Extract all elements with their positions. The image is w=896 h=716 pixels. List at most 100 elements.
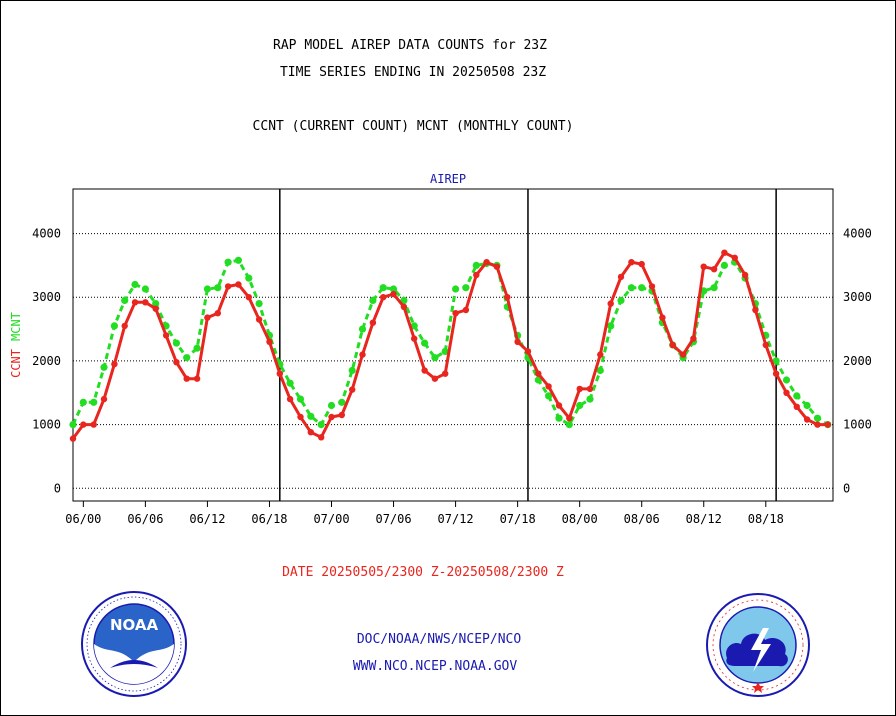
data-point-mcnt [389,285,398,293]
x-tick-label: 08/12 [686,512,722,526]
data-point-ccnt [183,375,190,382]
data-point-ccnt [576,385,583,393]
data-point-mcnt [586,395,594,403]
data-point-ccnt [162,332,170,339]
data-point-mcnt [286,379,294,387]
data-point-ccnt [700,263,707,270]
data-point-ccnt [297,413,304,421]
data-point-ccnt [152,305,159,312]
data-point-ccnt [442,370,449,377]
noaa-logo: NOAA [81,591,187,697]
data-point-mcnt [90,398,98,406]
data-point-ccnt [462,306,470,314]
data-point-ccnt [648,283,656,290]
data-point-mcnt [431,354,439,362]
data-point-ccnt [710,266,718,273]
data-point-ccnt [721,249,728,256]
data-point-ccnt [638,260,645,268]
data-point-mcnt [803,401,811,410]
data-point-mcnt [121,296,129,304]
data-point-mcnt [152,300,160,308]
y-axis-label-mcnt: MCNT [9,312,23,341]
data-point-mcnt [421,339,429,347]
data-point-ccnt [535,370,542,377]
data-point-ccnt [359,351,366,358]
data-point-mcnt [720,261,729,269]
data-point-ccnt [483,259,490,266]
data-point-ccnt [586,385,594,393]
data-point-ccnt [349,386,356,393]
data-point-mcnt [441,347,449,355]
data-point-ccnt [380,294,387,301]
data-point-ccnt [607,300,614,307]
data-point-ccnt [390,290,397,298]
data-point-ccnt [762,341,769,349]
data-point-ccnt [803,416,811,423]
y-tick-label-left: 0 [54,481,61,495]
series-description: CCNT (CURRENT COUNT) MCNT (MONTHLY COUNT… [252,119,574,134]
data-point-ccnt [741,271,749,279]
data-point-ccnt [369,319,377,326]
y-tick-label-left: 2000 [32,354,61,368]
x-tick-label: 06/06 [127,512,163,526]
data-point-mcnt [607,322,615,330]
data-point-ccnt [173,359,180,366]
data-point-ccnt [69,435,77,442]
x-tick-label: 08/00 [562,512,598,526]
data-point-mcnt [772,357,780,365]
data-point-mcnt [100,363,108,371]
data-point-mcnt [327,401,336,410]
x-tick-label: 07/18 [500,512,536,526]
data-point-ccnt [431,375,439,382]
data-point-mcnt [172,339,180,347]
data-point-mcnt [296,395,305,403]
data-point-ccnt [824,421,831,428]
data-point-ccnt [566,415,573,422]
data-point-ccnt [276,370,283,377]
y-tick-label-right: 2000 [843,354,872,368]
data-point-mcnt [710,284,718,292]
data-point-ccnt [452,310,459,317]
y-tick-label-right: 0 [843,481,850,495]
data-point-mcnt [576,401,584,410]
data-point-ccnt [690,335,697,342]
series-line-ccnt [71,251,828,440]
data-point-mcnt [545,392,553,400]
nws-logo [706,593,810,697]
data-point-mcnt [638,284,646,292]
data-point-mcnt [224,258,232,266]
data-point-mcnt [782,376,791,384]
y-tick-label-right: 1000 [843,418,872,432]
data-point-ccnt [514,338,521,345]
data-point-mcnt [214,284,222,292]
data-point-mcnt [255,300,263,308]
y-tick-label-right: 4000 [843,227,872,241]
data-point-mcnt [338,398,346,406]
data-point-ccnt [411,335,418,342]
data-point-ccnt [400,303,408,310]
x-tick-label: 07/00 [313,512,349,526]
data-point-ccnt [597,351,604,358]
x-tick-label: 07/12 [438,512,474,526]
data-point-ccnt [100,395,108,403]
chart-title: RAP MODEL AIREP DATA COUNTS for 23Z [273,38,547,53]
data-point-mcnt [565,421,573,429]
data-point-ccnt [142,299,149,306]
data-point-ccnt [493,263,501,270]
data-point-ccnt [266,338,273,345]
data-point-mcnt [234,256,242,264]
data-point-mcnt [410,322,418,330]
data-point-ccnt [421,367,428,374]
data-point-ccnt [659,314,666,321]
data-point-mcnt [141,285,149,293]
data-point-mcnt [203,285,211,293]
data-point-ccnt [224,283,232,290]
y-tick-label-left: 4000 [32,227,61,241]
data-point-mcnt [183,354,191,362]
noaa-logo-text: NOAA [110,616,159,634]
data-point-mcnt [813,414,822,422]
y-axis-label: CCNT MCNT [9,312,23,378]
data-point-ccnt [793,403,800,410]
data-point-mcnt [452,285,460,293]
